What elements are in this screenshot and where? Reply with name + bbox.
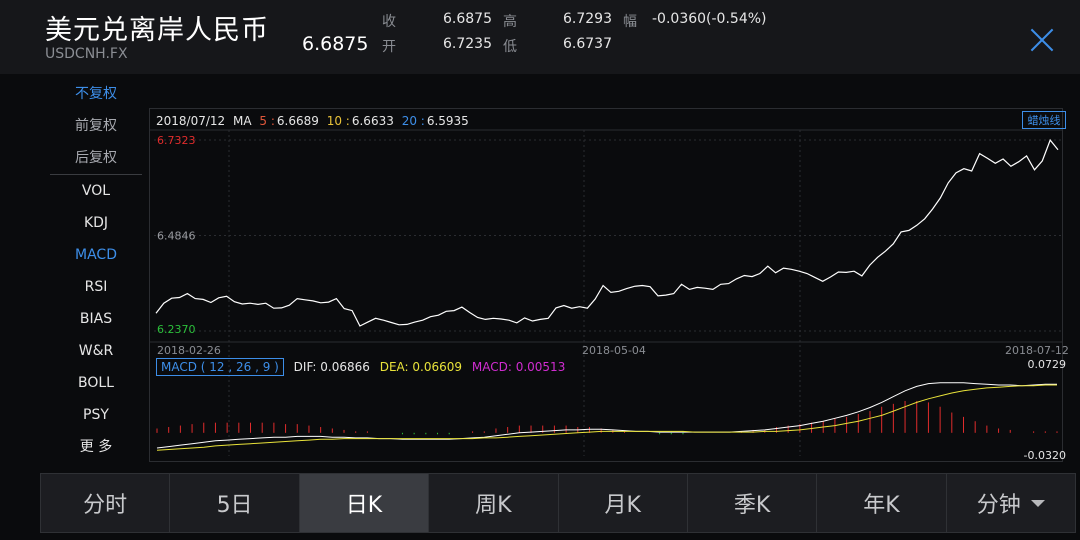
last-price: 6.6875 bbox=[302, 33, 369, 55]
instrument-symbol: USDCNH.FX bbox=[45, 46, 128, 62]
low-label: 低 bbox=[503, 39, 517, 55]
tab-label: 季K bbox=[733, 493, 771, 518]
sidebar-item-rsi[interactable]: RSI bbox=[84, 279, 108, 295]
ma20-value: 6.5935 bbox=[426, 114, 469, 128]
sidebar-item-bias[interactable]: BIAS bbox=[79, 311, 113, 327]
dea-value: DEA: 0.06609 bbox=[379, 360, 463, 374]
macd-value: MACD: 0.00513 bbox=[471, 360, 566, 374]
tab-daily-k[interactable]: 日K bbox=[298, 473, 429, 533]
high-label: 高 bbox=[503, 14, 517, 30]
tab-monthly-k[interactable]: 月K bbox=[557, 473, 687, 533]
tab-yearly-k[interactable]: 年K bbox=[816, 473, 946, 533]
tab-intraday[interactable]: 分时 bbox=[40, 473, 170, 533]
ma5-value: 6.6689 bbox=[276, 114, 319, 128]
tab-label: 月K bbox=[604, 493, 641, 518]
indicator-sidebar: 不复权 前复权 后复权 VOL KDJ MACD RSI BIAS W&R BO… bbox=[48, 78, 144, 470]
sidebar-item-psy[interactable]: PSY bbox=[83, 407, 109, 423]
open-value: 6.7235 bbox=[443, 36, 492, 52]
chevron-down-icon bbox=[1030, 499, 1045, 507]
ma-legend: 2018/07/12 MA 5 :6.6689 10 :6.6633 20 :6… bbox=[156, 114, 473, 128]
low-value: 6.6737 bbox=[563, 36, 612, 52]
change-label: 幅 bbox=[623, 14, 637, 30]
sidebar-item-no-adjust[interactable]: 不复权 bbox=[75, 86, 117, 102]
ma20-label: 20 : bbox=[401, 114, 425, 128]
open-label: 开 bbox=[382, 39, 396, 55]
tab-label: 分时 bbox=[83, 493, 128, 518]
macd-legend: MACD ( 12 , 26 , 9 ) DIF: 0.06866 DEA: 0… bbox=[156, 358, 571, 376]
tab-label: 年K bbox=[863, 493, 900, 518]
quote-header: 美元兑离岸人民币 USDCNH.FX 6.6875 收 6.6875 开 6.7… bbox=[0, 0, 1080, 74]
ma10-label: 10 : bbox=[326, 114, 350, 128]
high-value: 6.7293 bbox=[563, 11, 612, 27]
sidebar-item-more[interactable]: 更 多 bbox=[79, 439, 113, 455]
chart-frame[interactable] bbox=[149, 108, 1063, 462]
sidebar-item-boll[interactable]: BOLL bbox=[78, 375, 114, 391]
sidebar-divider bbox=[50, 174, 142, 175]
ma5-label: 5 : bbox=[259, 114, 275, 128]
close-label: 收 bbox=[382, 14, 396, 30]
tab-quarterly-k[interactable]: 季K bbox=[686, 473, 817, 533]
ma-date: 2018/07/12 bbox=[156, 114, 226, 128]
ma10-value: 6.6633 bbox=[351, 114, 394, 128]
sidebar-item-wr[interactable]: W&R bbox=[78, 343, 114, 359]
candlestick-toggle-button[interactable]: 蜡烛线 bbox=[1022, 111, 1066, 129]
sidebar-item-vol[interactable]: VOL bbox=[81, 183, 111, 199]
tab-label: 5日 bbox=[216, 493, 253, 518]
change-value: -0.0360(-0.54%) bbox=[652, 11, 767, 27]
close-value: 6.6875 bbox=[443, 11, 492, 27]
instrument-title: 美元兑离岸人民币 bbox=[45, 15, 269, 46]
sidebar-item-kdj[interactable]: KDJ bbox=[83, 215, 109, 231]
macd-params-button[interactable]: MACD ( 12 , 26 , 9 ) bbox=[156, 358, 284, 376]
tab-5day[interactable]: 5日 bbox=[169, 473, 299, 533]
tab-label: 日K bbox=[345, 493, 383, 518]
tab-label: 周K bbox=[475, 493, 512, 518]
ma-prefix: MA bbox=[233, 114, 252, 128]
sidebar-item-backward-adjust[interactable]: 后复权 bbox=[75, 150, 117, 166]
tab-label: 分钟 bbox=[976, 493, 1021, 518]
close-icon[interactable] bbox=[1028, 26, 1056, 54]
tab-minute[interactable]: 分钟 bbox=[945, 473, 1076, 533]
dif-value: DIF: 0.06866 bbox=[293, 360, 370, 374]
period-tabs: 分时 5日 日K 周K 月K 季K 年K 分钟 bbox=[40, 473, 1076, 533]
sidebar-item-forward-adjust[interactable]: 前复权 bbox=[75, 118, 117, 134]
sidebar-item-macd[interactable]: MACD bbox=[75, 247, 117, 263]
tab-weekly-k[interactable]: 周K bbox=[428, 473, 558, 533]
